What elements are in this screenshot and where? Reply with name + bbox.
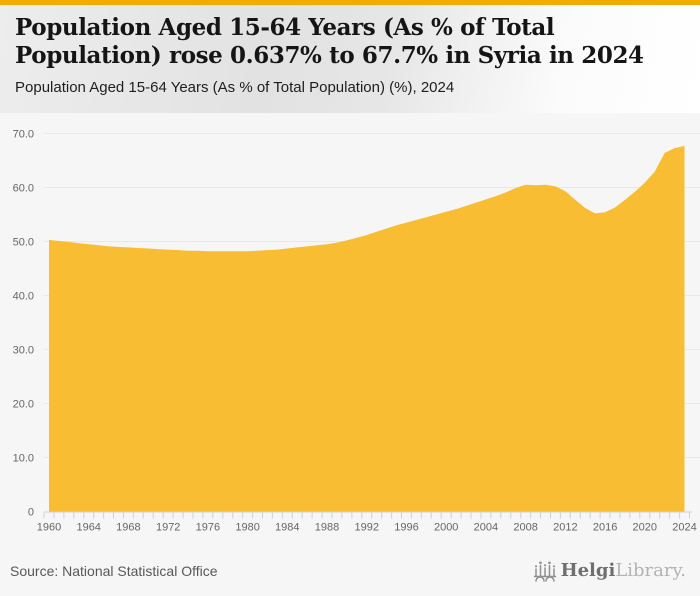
y-tick-label: 10.0 — [13, 453, 34, 465]
y-tick-label: 60.0 — [13, 183, 34, 195]
chart-plot-area: 1960 1964 1968 1972 1976 1980 1984 1988 1992 1996… — [0, 113, 700, 553]
area-chart: 1960 1964 1968 1972 1976 1980 1984 1988 1992 1996… — [13, 129, 700, 534]
y-tick-label: 20.0 — [13, 399, 34, 411]
x-tick-label: 1960 — [37, 522, 61, 534]
helgi-library-logo[interactable]: HelgiLibrary. — [533, 560, 686, 582]
x-tick-label: 2024 — [672, 522, 696, 534]
x-tick-label: 1996 — [394, 522, 418, 534]
accent-top-bar — [0, 0, 700, 5]
x-tick-label: 1968 — [116, 522, 140, 534]
y-tick-label: 40.0 — [13, 291, 34, 303]
chart-title: Population Aged 15-64 Years (As % of Tot… — [15, 14, 684, 70]
x-tick-label: 2012 — [553, 522, 577, 534]
chart-header: Population Aged 15-64 Years (As % of Tot… — [0, 5, 700, 113]
x-tick-label: 1988 — [315, 522, 339, 534]
x-tick-label: 1964 — [76, 522, 100, 534]
y-tick-label: 0 — [28, 507, 34, 519]
chart-title-line1: Population Aged 15-64 Years (As % of Tot… — [15, 14, 555, 41]
chart-footer: Source: National Statistical Office Helg… — [0, 553, 700, 596]
logo-text-library: Library. — [615, 559, 686, 581]
x-tick-label: 1984 — [275, 522, 299, 534]
chart-subtitle: Population Aged 15-64 Years (As % of Tot… — [15, 79, 455, 96]
logo-text: HelgiLibrary. — [561, 560, 686, 582]
x-tick-label: 2000 — [434, 522, 458, 534]
x-tick-label: 1972 — [156, 522, 180, 534]
area-series — [49, 145, 685, 512]
x-tick-label: 1976 — [196, 522, 220, 534]
x-tick-label: 1992 — [355, 522, 379, 534]
x-tick-label: 2020 — [633, 522, 657, 534]
y-tick-label: 30.0 — [13, 345, 34, 357]
helgi-bridge-icon — [533, 561, 556, 582]
logo-text-helgi: Helgi — [560, 559, 616, 581]
y-tick-label: 70.0 — [13, 129, 34, 141]
x-tick-label: 2016 — [593, 522, 617, 534]
x-tick-label: 2008 — [513, 522, 537, 534]
chart-title-line2: Population) rose 0.637% to 67.7% in Syri… — [15, 42, 644, 69]
x-tick-label: 1980 — [235, 522, 259, 534]
x-tick-label: 2004 — [474, 522, 498, 534]
source-note: Source: National Statistical Office — [10, 562, 218, 579]
y-tick-label: 50.0 — [13, 237, 34, 249]
